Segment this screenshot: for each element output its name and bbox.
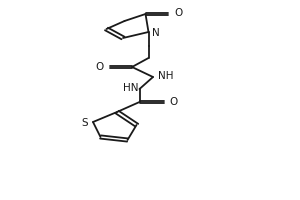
Text: NH: NH xyxy=(158,71,174,81)
Text: O: O xyxy=(96,62,104,72)
Text: S: S xyxy=(82,118,88,128)
Text: O: O xyxy=(169,97,178,107)
Text: N: N xyxy=(152,28,160,38)
Text: HN: HN xyxy=(122,83,138,93)
Text: O: O xyxy=(174,8,182,18)
